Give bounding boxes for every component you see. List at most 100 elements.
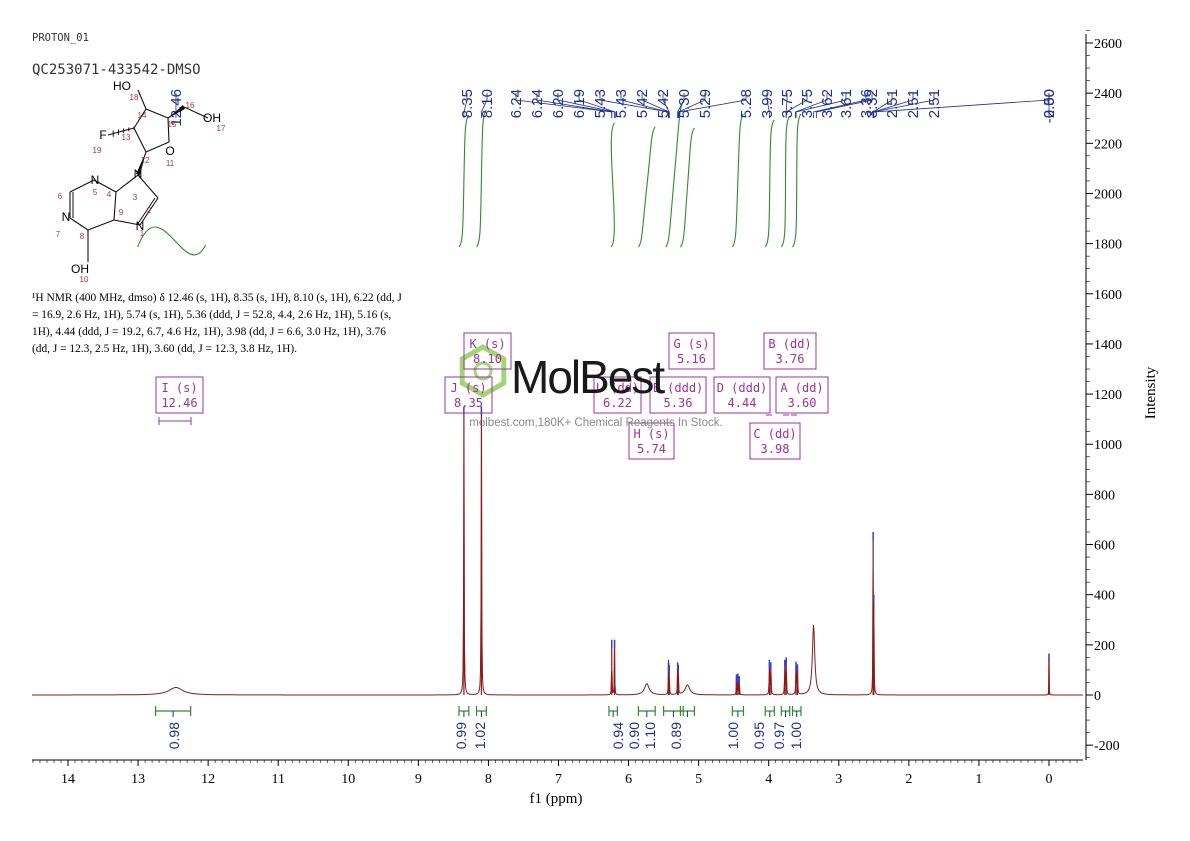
peak-label: 5.42: [634, 89, 651, 118]
atom-o11: O: [165, 144, 174, 158]
peak-label: 2.51: [905, 89, 922, 118]
sample-name: QC253071-433542-DMSO: [32, 62, 201, 78]
atom-number: 7: [56, 230, 61, 239]
x-tick-label: 2: [905, 772, 912, 787]
bond: [137, 174, 159, 199]
bond: [107, 127, 135, 136]
peak-leader: [677, 93, 706, 118]
atom-number: 6: [58, 192, 63, 201]
multiplet-box: [155, 376, 204, 414]
peak-label: 5.29: [697, 89, 714, 118]
multiplet-shift: 8.10: [473, 352, 502, 366]
multiplet-label: G (s): [673, 337, 709, 351]
multiplet-label: I (s): [161, 381, 197, 395]
peak-label: 5.28: [738, 89, 755, 118]
y-tick-label: 600: [1094, 539, 1115, 554]
multiplet-label: C (dd): [753, 427, 796, 441]
peak-label: 6.20: [550, 89, 567, 118]
integral-value: 1.00: [725, 722, 741, 749]
integral-curves: [137, 101, 802, 256]
multiplet-box: [593, 376, 642, 414]
multiplet-shift: 8.35: [454, 396, 483, 410]
atom-number: 1: [140, 229, 145, 238]
multiplet-shift: 5.36: [664, 396, 693, 410]
atom-number: 13: [122, 133, 131, 142]
atom-number: 5: [93, 188, 98, 197]
peak-label: 6.24: [508, 89, 525, 118]
wedge-bond: [168, 105, 185, 118]
bond: [167, 117, 170, 143]
x-tick-label: 11: [271, 772, 284, 787]
peak-leader: [536, 93, 613, 118]
peak-label: 6.24: [529, 89, 546, 118]
atom-number: 15: [168, 120, 177, 129]
integral-value: 0.98: [166, 722, 182, 749]
x-tick-label: 9: [415, 772, 422, 787]
multiplet-box: [713, 376, 771, 414]
multiplet-shift: 3.98: [761, 442, 790, 456]
x-tick-label: 4: [765, 772, 772, 787]
atom-number: 8: [80, 232, 85, 241]
peak-label: 3.36: [858, 89, 875, 118]
peak-leader: [678, 93, 747, 118]
peak-leader: [620, 93, 669, 118]
peak-leader: [785, 93, 808, 118]
multiplet-shift: 3.76: [776, 352, 805, 366]
y-tick-label: 2000: [1094, 187, 1122, 202]
peak-label: 5.42: [655, 89, 672, 118]
peak-leader: [578, 93, 616, 118]
peak-labels: 12.46 8.35 8.10 6.24 6.24 6.20 6.19 5.43 5.43 5.4…: [168, 89, 1058, 127]
atom-n5: N: [91, 173, 100, 187]
peak-leader: [872, 93, 935, 118]
peak-leader: [557, 93, 615, 118]
atom-number: 19: [93, 146, 102, 155]
peak-label: 3.75: [799, 89, 816, 118]
atom-number: 16: [186, 101, 195, 110]
nmr-description: ¹H NMR (400 MHz, dmso) δ 12.46 (s, 1H), …: [32, 292, 402, 355]
integral-curve-10: [792, 113, 802, 248]
integral-value: 1.00: [788, 722, 804, 749]
x-tick-label: 10: [341, 772, 355, 787]
peak-leader: [662, 93, 670, 118]
bond: [93, 179, 117, 193]
integral-curve-4: [637, 126, 656, 248]
peak-label: 5.43: [592, 89, 609, 118]
integral-value: 0.94: [610, 722, 626, 749]
multiplet-box: [749, 422, 801, 460]
multiplet-shift: 12.46: [161, 396, 197, 410]
bond: [183, 106, 209, 119]
multiplet-boxes: I (s)12.46 J (s)8.35 K (s)8.10 L (dd)6.22 H …: [155, 332, 829, 460]
y-tick-label: 400: [1094, 589, 1115, 604]
x-tick-label: 7: [555, 772, 562, 787]
integral-value: 0.97: [771, 722, 787, 749]
bond: [145, 108, 169, 119]
peak-leader: [766, 93, 770, 118]
peak-label: 8.10: [479, 89, 496, 118]
atom-number: 9: [119, 208, 124, 217]
integral-curve-6: [679, 127, 695, 248]
peak-leader: [815, 93, 873, 118]
integral-curve-9: [780, 115, 791, 248]
integral-curve-8: [764, 119, 775, 248]
peak-label: 5.43: [613, 89, 630, 118]
y-tick-label: 1400: [1094, 338, 1122, 353]
multiplet-label: J (s): [450, 381, 486, 395]
multiplet-label: K (s): [469, 337, 505, 351]
multiplet-shift: 4.44: [728, 396, 757, 410]
x-tick-label: 6: [625, 772, 632, 787]
integral-value: 1.10: [642, 722, 658, 749]
atom-n7: N: [62, 210, 71, 224]
peak-leader: [481, 93, 488, 118]
multiplet-box: [668, 332, 715, 370]
x-tick-label: 3: [835, 772, 842, 787]
y-tick-label: 1600: [1094, 288, 1122, 303]
wedge-bond: [136, 152, 146, 175]
x-tick-label: 13: [131, 772, 145, 787]
multiplet-box: [763, 332, 817, 370]
spectrum-trace: [32, 406, 1083, 696]
y-tick-label: 800: [1094, 488, 1115, 503]
y-tick-label: 1200: [1094, 388, 1122, 403]
multiplet-range: [158, 417, 192, 425]
multiplet-label: E (ddd): [653, 381, 704, 395]
atom-number: 17: [217, 124, 226, 133]
